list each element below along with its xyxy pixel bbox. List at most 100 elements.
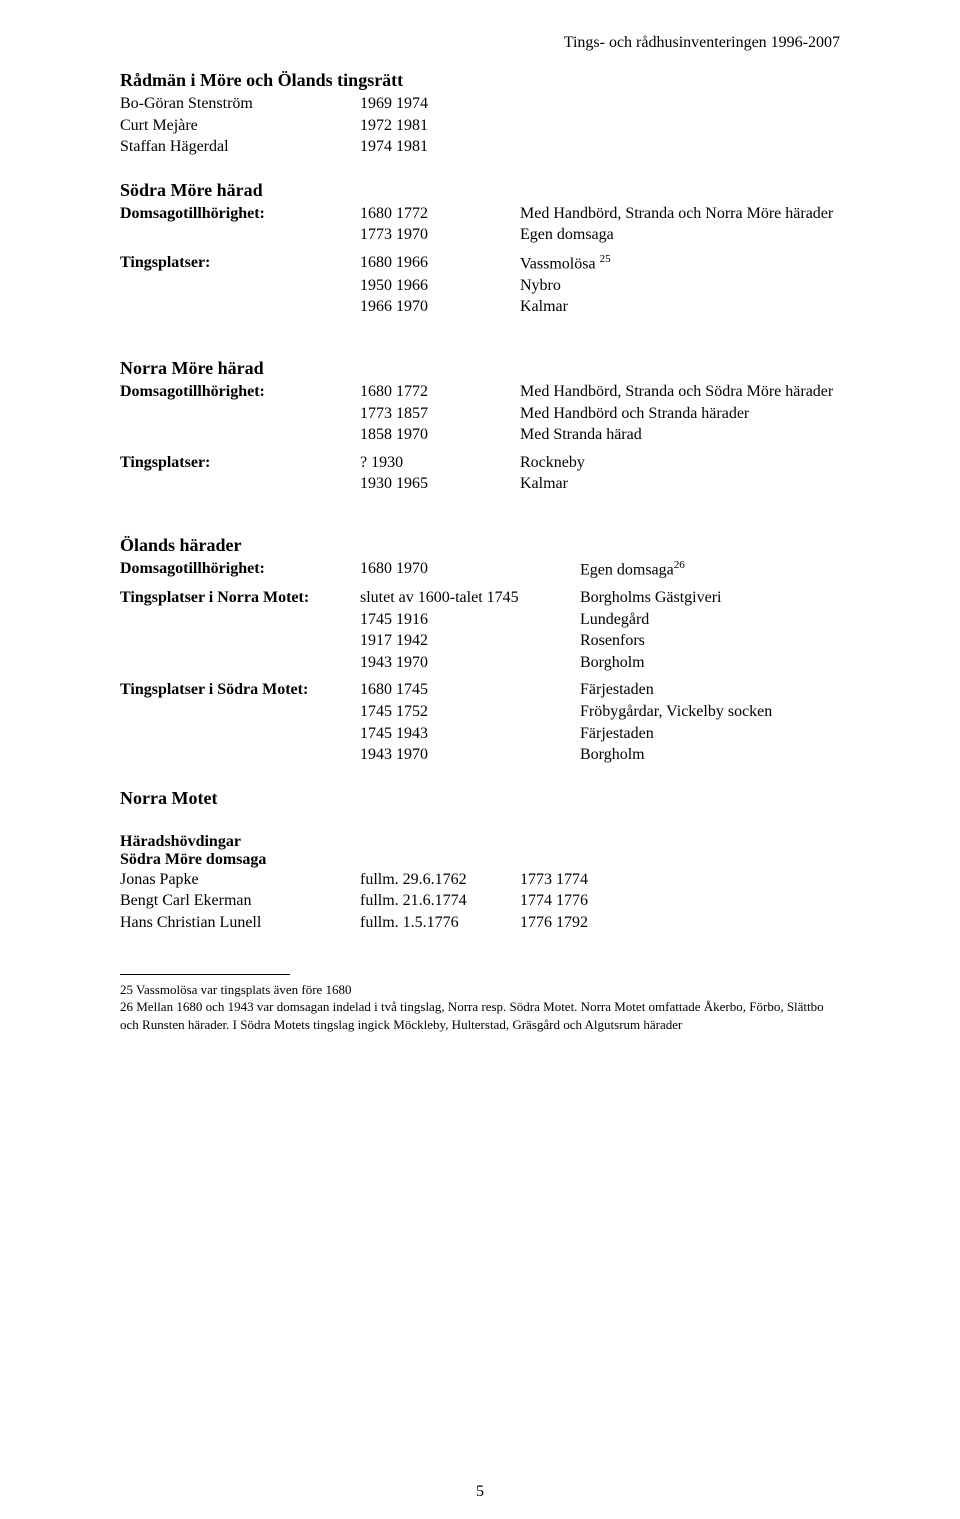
domsago-value: Egen domsaga26: [580, 558, 840, 581]
footnote-ref: 26: [674, 559, 685, 571]
year-range: 1776 1792: [520, 912, 840, 934]
domsago-row: Domsagotillhörighet: 1680 1772 Med Handb…: [120, 203, 840, 225]
tingsplats-norra-label: Tingsplatser i Norra Motet:: [120, 587, 360, 609]
tingsplats-value: Fröbygårdar, Vickelby socken: [580, 701, 840, 723]
domsago-label: Domsagotillhörighet:: [120, 203, 360, 225]
tingsplats-row: 1930 1965 Kalmar: [120, 473, 840, 495]
footnote-25: 25 Vassmolösa var tingsplats även före 1…: [120, 981, 840, 999]
tingsplats-label: Tingsplatser:: [120, 452, 360, 474]
domsago-row: Domsagotillhörighet: 1680 1970 Egen doms…: [120, 558, 840, 581]
tingsplats-sodra-label: Tingsplatser i Södra Motet:: [120, 679, 360, 701]
tingsplats-row: Tingsplatser: 1680 1966 Vassmolösa 25: [120, 252, 840, 275]
section-title-olands: Ölands härader: [120, 535, 840, 556]
tingsplats-value: Rosenfors: [580, 630, 840, 652]
person-name: Staffan Hägerdal: [120, 136, 360, 158]
haradshovding-row: Jonas Papke fullm. 29.6.1762 1773 1774: [120, 869, 840, 891]
section-title-sodra-more: Södra Möre härad: [120, 180, 840, 201]
haradshovding-row: Bengt Carl Ekerman fullm. 21.6.1774 1774…: [120, 890, 840, 912]
year-range: 1745 1943: [360, 723, 580, 745]
tingsplats-value: Färjestaden: [580, 723, 840, 745]
tingsplats-row: 1950 1966 Nybro: [120, 275, 840, 297]
year-range: 1680 1772: [360, 381, 520, 403]
tingsplats-row: 1745 1752 Fröbygårdar, Vickelby socken: [120, 701, 840, 723]
fullm-text: fullm. 29.6.1762: [360, 869, 520, 891]
haradshovding-row: Hans Christian Lunell fullm. 1.5.1776 17…: [120, 912, 840, 934]
year-range: 1950 1966: [360, 275, 520, 297]
year-range: 1680 1970: [360, 558, 580, 581]
year-range: 1745 1752: [360, 701, 580, 723]
radman-row: Bo-Göran Stenström 1969 1974: [120, 93, 840, 115]
domsago-value: Med Handbörd, Stranda och Södra Möre här…: [520, 381, 840, 403]
year-range: 1972 1981: [360, 115, 520, 137]
tingsplats-row: Tingsplatser i Södra Motet: 1680 1745 Fä…: [120, 679, 840, 701]
tingsplats-row: 1745 1916 Lundegård: [120, 609, 840, 631]
domsago-row: 1858 1970 Med Stranda härad: [120, 424, 840, 446]
tingsplats-row: Tingsplatser i Norra Motet: slutet av 16…: [120, 587, 840, 609]
year-range: 1745 1916: [360, 609, 580, 631]
tingsplats-row: 1943 1970 Borgholm: [120, 744, 840, 766]
footnote-rule: [120, 974, 290, 975]
year-range: 1966 1970: [360, 296, 520, 318]
page: Tings- och rådhusinventeringen 1996-2007…: [0, 0, 960, 1519]
year-range: 1858 1970: [360, 424, 520, 446]
year-range: 1930 1965: [360, 473, 520, 495]
year-range: 1917 1942: [360, 630, 580, 652]
person-name: Bo-Göran Stenström: [120, 93, 360, 115]
tingsplats-value: Färjestaden: [580, 679, 840, 701]
domsago-value: Egen domsaga: [520, 224, 840, 246]
domsago-value: Med Handbörd, Stranda och Norra Möre här…: [520, 203, 840, 225]
running-head: Tings- och rådhusinventeringen 1996-2007: [120, 34, 840, 52]
radman-row: Curt Mejàre 1972 1981: [120, 115, 840, 137]
year-range: 1680 1772: [360, 203, 520, 225]
tingsplats-value: Borgholm: [580, 744, 840, 766]
section-title-radman: Rådmän i Möre och Ölands tingsrätt: [120, 70, 840, 91]
domsago-text: Egen domsaga: [580, 561, 674, 578]
radman-row: Staffan Hägerdal 1974 1981: [120, 136, 840, 158]
tingsplats-value: Rockneby: [520, 452, 840, 474]
year-range: 1773 1857: [360, 403, 520, 425]
year-range: ? 1930: [360, 452, 520, 474]
tingsplats-row: 1917 1942 Rosenfors: [120, 630, 840, 652]
person-name: Hans Christian Lunell: [120, 912, 360, 934]
footnote-ref: 25: [600, 253, 611, 265]
tingsplats-value: Vassmolösa 25: [520, 252, 840, 275]
page-number: 5: [0, 1483, 960, 1501]
norra-motet-heading: Norra Motet: [120, 788, 840, 809]
tingsplats-value: Borgholm: [580, 652, 840, 674]
domsago-row: 1773 1857 Med Handbörd och Stranda härad…: [120, 403, 840, 425]
person-name: Curt Mejàre: [120, 115, 360, 137]
tingsplats-row: 1943 1970 Borgholm: [120, 652, 840, 674]
tingsplats-value: Kalmar: [520, 296, 840, 318]
fullm-text: fullm. 21.6.1774: [360, 890, 520, 912]
year-range: 1943 1970: [360, 744, 580, 766]
year-range: 1943 1970: [360, 652, 580, 674]
tingsplats-row: Tingsplatser: ? 1930 Rockneby: [120, 452, 840, 474]
year-range: 1773 1774: [520, 869, 840, 891]
fullm-text: fullm. 1.5.1776: [360, 912, 520, 934]
section-title-norra-more: Norra Möre härad: [120, 358, 840, 379]
tingsplats-row: 1745 1943 Färjestaden: [120, 723, 840, 745]
person-name: Bengt Carl Ekerman: [120, 890, 360, 912]
year-range: 1974 1981: [360, 136, 520, 158]
year-range: 1680 1745: [360, 679, 580, 701]
year-range: 1774 1776: [520, 890, 840, 912]
domsago-value: Med Stranda härad: [520, 424, 840, 446]
domsago-value: Med Handbörd och Stranda härader: [520, 403, 840, 425]
year-range: slutet av 1600-talet 1745: [360, 587, 580, 609]
haradshovdingar-title: Häradshövdingar: [120, 833, 840, 851]
footnote-26: 26 Mellan 1680 och 1943 var domsagan ind…: [120, 998, 840, 1033]
tingsplats-row: 1966 1970 Kalmar: [120, 296, 840, 318]
tingsplats-value: Nybro: [520, 275, 840, 297]
domsago-row: Domsagotillhörighet: 1680 1772 Med Handb…: [120, 381, 840, 403]
year-range: 1773 1970: [360, 224, 520, 246]
person-name: Jonas Papke: [120, 869, 360, 891]
domsago-row: 1773 1970 Egen domsaga: [120, 224, 840, 246]
domsago-label: Domsagotillhörighet:: [120, 558, 360, 581]
tingsplats-value: Kalmar: [520, 473, 840, 495]
place-name: Vassmolösa: [520, 255, 596, 272]
year-range: 1680 1966: [360, 252, 520, 275]
tingsplats-label: Tingsplatser:: [120, 252, 360, 275]
domsago-label: Domsagotillhörighet:: [120, 381, 360, 403]
haradshovdingar-subheading: Södra Möre domsaga: [120, 851, 840, 869]
year-range: 1969 1974: [360, 93, 520, 115]
